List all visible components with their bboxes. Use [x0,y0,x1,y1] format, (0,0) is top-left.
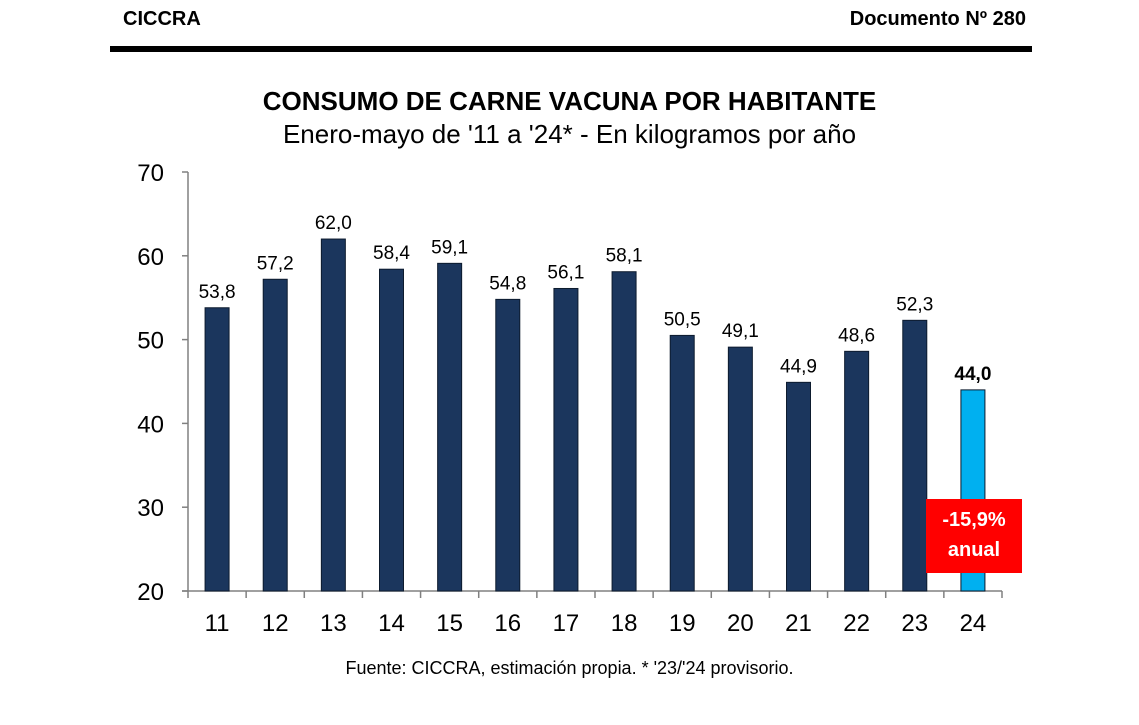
data-label: 62,0 [315,213,352,234]
bar [669,334,695,592]
x-tick-label: 12 [262,610,289,637]
x-tick-label: 17 [553,610,580,637]
bar [204,307,230,592]
x-tick-label: 20 [727,610,754,637]
data-label: 44,9 [780,356,817,377]
x-tick-label: 11 [205,610,230,637]
header-divider [110,46,1032,52]
annual-change-badge: -15,9% anual [926,499,1022,573]
bar [379,268,404,592]
data-label: 48,6 [838,325,875,346]
data-label: 44,0 [954,364,991,385]
bar [727,346,753,592]
data-label: 58,4 [373,243,410,264]
x-tick-label: 19 [669,610,696,637]
data-label: 50,5 [664,309,701,330]
y-tick-label: 50 [137,328,164,355]
chart-title: CONSUMO DE CARNE VACUNA POR HABITANTE [262,86,877,116]
data-label: 57,2 [257,253,294,274]
document-number: Documento Nº 280 [849,8,1026,30]
bar [437,262,463,592]
y-tick-label: 20 [137,579,164,606]
x-tick-label: 22 [843,610,870,637]
x-tick-label: 16 [494,610,521,637]
data-label: 52,3 [896,294,933,315]
x-tick-label: 15 [436,610,463,637]
x-tick-label: 13 [320,610,347,637]
data-label: 58,1 [606,246,643,267]
x-tick-label: 14 [378,610,405,637]
data-label: 53,8 [199,282,236,303]
x-tick-label: 23 [901,610,928,637]
x-tick-label: 18 [611,610,638,637]
x-tick-label: 24 [960,610,987,637]
y-tick-label: 60 [137,244,164,271]
bar [553,287,579,592]
y-tick-label: 30 [137,495,164,522]
data-label: 56,1 [547,262,584,283]
bar [611,271,637,592]
y-tick-label: 70 [137,160,164,187]
organization-name: CICCRA [123,8,201,30]
bar [902,319,928,592]
data-label: 59,1 [431,237,468,258]
y-tick-label: 40 [137,411,164,438]
annual-change-label: anual [947,539,1001,561]
bar [844,350,870,592]
data-label: 49,1 [722,321,759,342]
bar [786,381,811,592]
data-label: 54,8 [489,273,526,294]
bar [495,298,521,592]
chart-subtitle: Enero-mayo de '11 a '24* - En kilogramos… [282,119,857,149]
x-tick-label: 21 [785,610,812,637]
source-note: Fuente: CICCRA, estimación propia. * '23… [345,658,794,678]
bar [320,238,346,592]
annual-change-value: -15,9% [942,509,1006,531]
bar [262,278,288,592]
